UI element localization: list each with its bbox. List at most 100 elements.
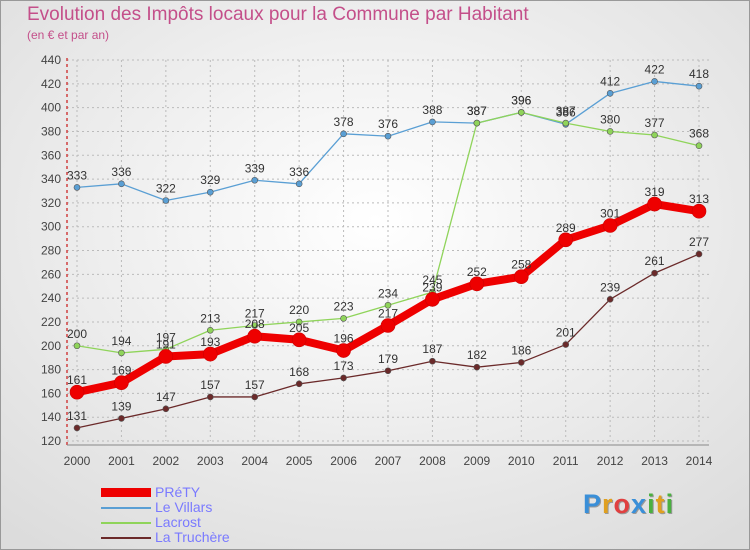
data-point [251, 176, 259, 184]
data-label: 213 [200, 311, 220, 325]
data-point [647, 196, 662, 212]
data-point [606, 90, 614, 97]
data-point [469, 276, 485, 292]
y-tick-label: 420 [41, 77, 61, 91]
data-point [384, 367, 392, 375]
data-point [558, 232, 574, 248]
data-point [473, 119, 481, 127]
data-point [380, 318, 396, 333]
data-label: 396 [511, 93, 531, 107]
y-tick-label: 440 [41, 53, 61, 67]
data-label: 388 [422, 103, 442, 117]
data-point [247, 328, 263, 344]
data-point [606, 296, 614, 303]
y-tick-label: 340 [41, 172, 61, 186]
data-label: 378 [334, 115, 354, 129]
data-label: 412 [600, 74, 620, 88]
data-point [429, 118, 436, 126]
y-tick-label: 380 [41, 124, 61, 138]
data-label: 182 [467, 348, 487, 362]
data-label: 245 [422, 273, 442, 287]
data-point [69, 384, 85, 400]
y-tick-label: 140 [41, 410, 61, 424]
data-point [158, 349, 174, 364]
y-tick-label: 280 [41, 244, 61, 258]
y-tick-label: 400 [41, 101, 61, 115]
data-label: 139 [111, 399, 131, 413]
data-point [340, 315, 347, 322]
logo-letter: i [665, 489, 675, 519]
y-tick-label: 120 [41, 434, 61, 448]
data-label: 191 [156, 337, 176, 351]
data-label: 336 [289, 165, 309, 179]
data-point [384, 301, 392, 309]
data-point [295, 318, 303, 326]
data-point [118, 415, 125, 422]
data-label: 380 [600, 112, 620, 126]
data-label: 208 [245, 317, 265, 331]
data-label: 147 [156, 390, 176, 404]
logo-letter: x [631, 489, 648, 519]
data-label: 387 [467, 104, 487, 118]
y-tick-label: 220 [41, 315, 61, 329]
legend-label: La Truchère [155, 529, 230, 545]
x-tick-label: 2005 [286, 454, 313, 468]
data-label: 131 [67, 409, 87, 423]
data-point [425, 292, 440, 307]
chart-title: Evolution des Impôts locaux pour la Comm… [27, 4, 529, 25]
data-label: 197 [156, 330, 176, 344]
data-label: 313 [689, 192, 709, 206]
data-label: 289 [556, 221, 576, 235]
data-label: 186 [511, 343, 531, 357]
proxiti-logo[interactable]: Proxiti [583, 489, 674, 520]
data-point [291, 332, 307, 348]
data-label: 194 [111, 334, 131, 348]
data-label: 205 [289, 321, 309, 335]
legend-swatch [101, 507, 151, 509]
data-label: 376 [378, 117, 398, 131]
x-tick-label: 2010 [508, 454, 535, 468]
x-tick-label: 2006 [330, 454, 357, 468]
data-label: 239 [600, 280, 620, 294]
data-point [651, 78, 658, 85]
data-point [695, 82, 703, 90]
data-label: 173 [334, 359, 354, 373]
data-label: 169 [111, 364, 131, 378]
data-point [73, 184, 81, 191]
data-label: 157 [200, 378, 220, 392]
data-point [295, 380, 303, 388]
x-tick-label: 2013 [641, 454, 668, 468]
x-tick-label: 2007 [375, 454, 402, 468]
data-point [73, 424, 81, 432]
data-labels: 333 336 322 329 339 336 378 376 388 387 396 386 412 4… [67, 62, 709, 422]
data-point [695, 250, 703, 258]
data-point [384, 132, 392, 140]
legend-swatch [101, 537, 151, 539]
y-tick-label: 200 [41, 339, 61, 353]
data-label: 329 [200, 173, 220, 187]
logo-letter: i [647, 489, 656, 519]
data-label: 339 [245, 161, 265, 175]
legend-swatch [101, 488, 151, 497]
data-label: 168 [289, 365, 309, 379]
data-label: 179 [378, 352, 398, 366]
logo-letter: r [602, 489, 614, 519]
data-label: 200 [67, 327, 87, 341]
x-tick-label: 2000 [64, 454, 91, 468]
data-point [562, 119, 570, 127]
data-label: 386 [556, 105, 576, 119]
axes: 120 140 160 180 200 220 240 260 280 300 320 340 360 3… [41, 53, 713, 468]
data-label: 422 [645, 62, 665, 76]
data-label: 217 [378, 307, 398, 321]
data-point [206, 188, 214, 196]
data-label: 258 [511, 258, 531, 272]
data-point [340, 130, 347, 138]
y-tick-label: 320 [41, 196, 61, 210]
data-point [118, 349, 125, 357]
data-point [202, 346, 218, 362]
data-point [251, 322, 259, 329]
data-point [513, 269, 529, 284]
data-point [295, 180, 303, 188]
